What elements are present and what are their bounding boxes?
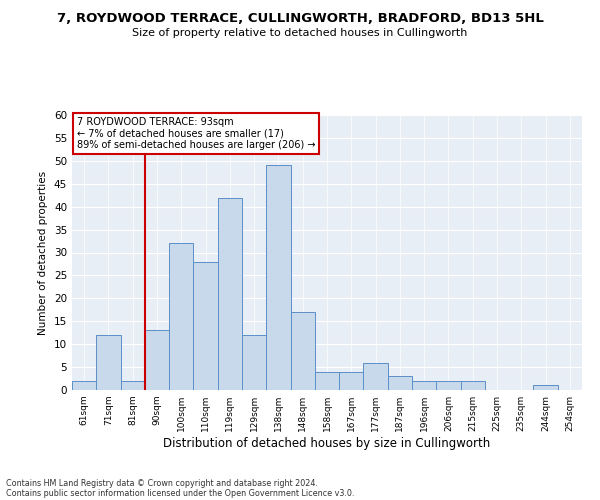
- Bar: [193, 262, 218, 390]
- Bar: [290, 312, 315, 390]
- Text: Contains public sector information licensed under the Open Government Licence v3: Contains public sector information licen…: [6, 488, 355, 498]
- Text: 7 ROYDWOOD TERRACE: 93sqm
← 7% of detached houses are smaller (17)
89% of semi-d: 7 ROYDWOOD TERRACE: 93sqm ← 7% of detach…: [77, 118, 316, 150]
- X-axis label: Distribution of detached houses by size in Cullingworth: Distribution of detached houses by size …: [163, 437, 491, 450]
- Bar: [461, 381, 485, 390]
- Bar: [266, 166, 290, 390]
- Bar: [169, 244, 193, 390]
- Bar: [121, 381, 145, 390]
- Bar: [364, 362, 388, 390]
- Bar: [412, 381, 436, 390]
- Bar: [96, 335, 121, 390]
- Bar: [533, 386, 558, 390]
- Bar: [339, 372, 364, 390]
- Bar: [436, 381, 461, 390]
- Bar: [218, 198, 242, 390]
- Y-axis label: Number of detached properties: Number of detached properties: [38, 170, 49, 334]
- Bar: [388, 376, 412, 390]
- Text: 7, ROYDWOOD TERRACE, CULLINGWORTH, BRADFORD, BD13 5HL: 7, ROYDWOOD TERRACE, CULLINGWORTH, BRADF…: [56, 12, 544, 26]
- Text: Contains HM Land Registry data © Crown copyright and database right 2024.: Contains HM Land Registry data © Crown c…: [6, 478, 318, 488]
- Bar: [242, 335, 266, 390]
- Bar: [72, 381, 96, 390]
- Bar: [315, 372, 339, 390]
- Text: Size of property relative to detached houses in Cullingworth: Size of property relative to detached ho…: [133, 28, 467, 38]
- Bar: [145, 330, 169, 390]
